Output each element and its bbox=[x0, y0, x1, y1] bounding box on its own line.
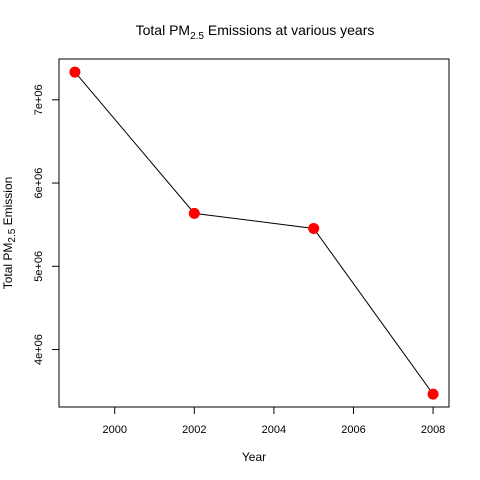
x-tick-label: 2002 bbox=[182, 424, 206, 436]
x-axis: 2000 2002 2004 2006 2008 bbox=[102, 407, 445, 436]
data-point bbox=[308, 222, 320, 234]
y-axis: 4e+06 5e+06 6e+06 7e+06 bbox=[33, 84, 59, 365]
y-tick-label: 7e+06 bbox=[33, 84, 45, 115]
data-point bbox=[427, 388, 439, 400]
x-axis-label: Year bbox=[242, 450, 266, 464]
chart-title: Total PM2.5 Emissions at various years bbox=[136, 22, 375, 42]
x-tick-label: 2008 bbox=[421, 424, 445, 436]
y-tick-label: 4e+06 bbox=[33, 334, 45, 365]
series-total-emissions bbox=[69, 66, 439, 400]
x-tick-label: 2006 bbox=[341, 424, 365, 436]
y-axis-label: Total PM2.5 Emission bbox=[1, 177, 18, 290]
y-tick-label: 5e+06 bbox=[33, 251, 45, 282]
data-point bbox=[188, 207, 200, 219]
y-tick-label: 6e+06 bbox=[33, 168, 45, 199]
x-tick-label: 2004 bbox=[262, 424, 286, 436]
plot-frame bbox=[58, 58, 450, 408]
x-tick-label: 2000 bbox=[102, 424, 126, 436]
series-line bbox=[74, 71, 434, 395]
data-point bbox=[69, 66, 81, 78]
